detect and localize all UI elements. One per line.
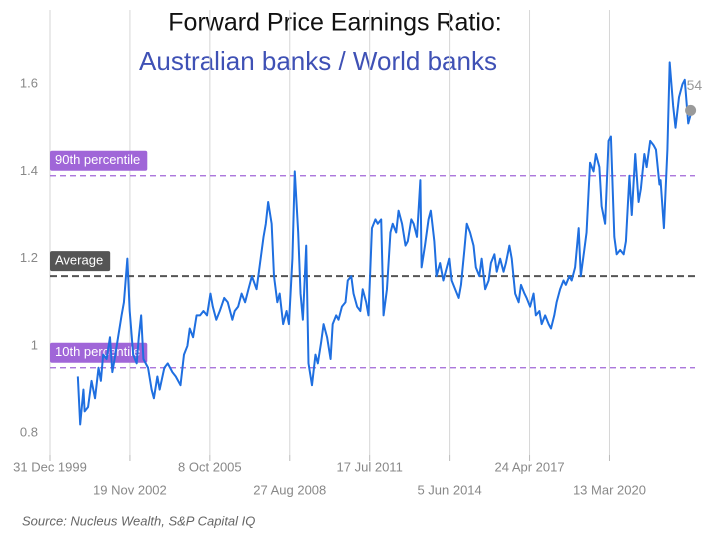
x-tick-label: 5 Jun 2014 bbox=[417, 482, 481, 497]
label-box bbox=[50, 251, 111, 272]
y-tick-label: 1 bbox=[31, 337, 38, 352]
reference-label: 90th percentile bbox=[50, 150, 148, 171]
chart-title: Forward Price Earnings Ratio: bbox=[168, 9, 501, 37]
x-tick-label: 17 Jul 2011 bbox=[337, 459, 403, 474]
reference-label: Average bbox=[50, 251, 111, 272]
reference-label-text: 90th percentile bbox=[55, 152, 140, 167]
chart-subtitle: Australian banks / World banks bbox=[139, 46, 497, 76]
x-tick-label: 27 Aug 2008 bbox=[253, 482, 326, 497]
data-line bbox=[76, 61, 692, 426]
y-tick-label: 1.2 bbox=[20, 250, 38, 265]
x-tick-label: 8 Oct 2005 bbox=[178, 459, 242, 474]
reference-label-text: Average bbox=[55, 253, 103, 268]
x-tick-label: 24 Apr 2017 bbox=[494, 459, 564, 474]
label-box bbox=[50, 342, 148, 363]
x-tick-label: 31 Dec 1999 bbox=[13, 459, 87, 474]
source: Source: Nucleus Wealth, S&P Capital IQ bbox=[22, 513, 255, 528]
y-tick-label: 0.8 bbox=[20, 425, 38, 440]
label-box bbox=[50, 150, 148, 171]
reference-label: 10th percentile bbox=[50, 342, 148, 363]
reference-label-text: 10th percentile bbox=[55, 344, 140, 359]
y-tick-label: 1.6 bbox=[20, 76, 38, 91]
y-tick-label: 1.4 bbox=[20, 163, 38, 178]
x-tick-label: 19 Nov 2002 bbox=[93, 482, 167, 497]
last-point bbox=[685, 104, 697, 116]
x-tick-label: 13 Mar 2020 bbox=[573, 482, 646, 497]
last-point-label: 54 bbox=[687, 77, 703, 93]
